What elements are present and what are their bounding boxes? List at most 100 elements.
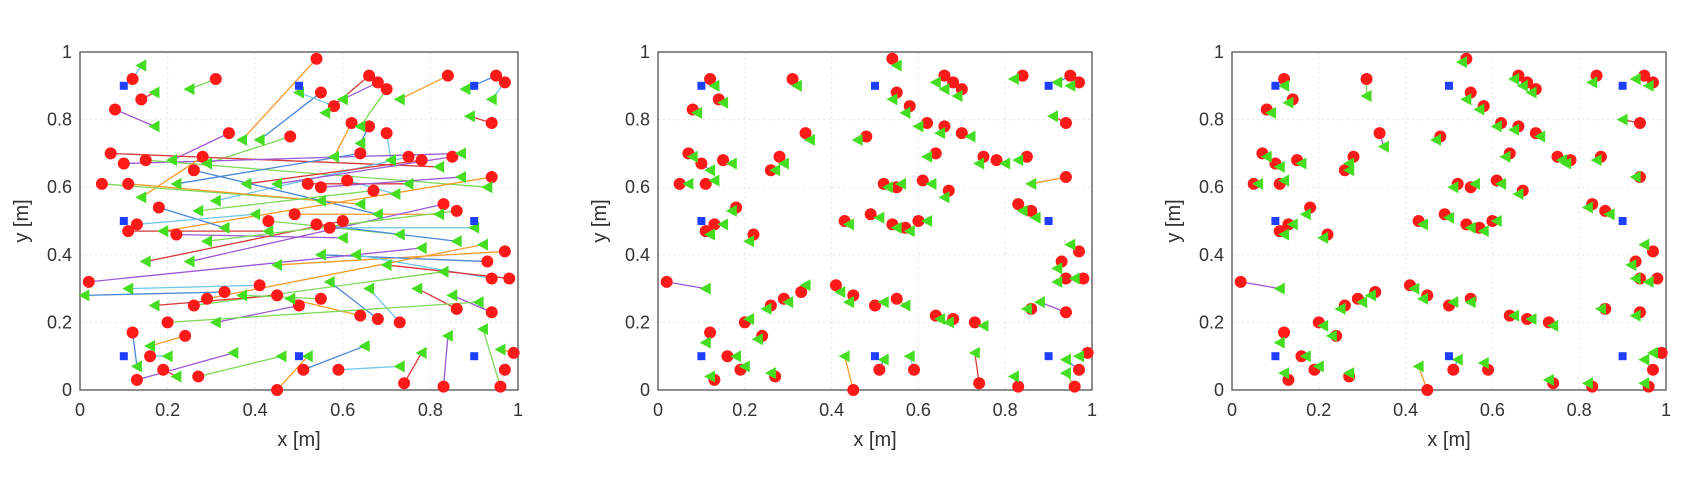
red-circle-point <box>332 363 345 376</box>
green-triangle-point <box>1629 272 1641 285</box>
green-triangle-point <box>284 292 296 305</box>
y-axis-label: y [m] <box>1163 199 1185 242</box>
green-triangle-point <box>1547 319 1559 332</box>
blue-square-point <box>697 352 706 361</box>
green-triangle-point <box>760 302 772 315</box>
green-triangle-point <box>227 346 239 359</box>
connection-line <box>399 75 449 100</box>
red-circle-point <box>947 76 960 89</box>
green-triangle-point <box>201 235 213 248</box>
green-triangle-point <box>363 282 375 295</box>
connection-line <box>276 355 309 391</box>
red-circle-point <box>310 218 323 231</box>
connection-line <box>329 281 379 320</box>
blue-square-point <box>1044 352 1053 361</box>
red-circle-point <box>1012 198 1025 211</box>
green-triangle-point <box>895 177 907 190</box>
red-circle-point <box>490 69 503 82</box>
green-triangle-point <box>1477 225 1489 238</box>
green-triangle-point <box>1051 275 1063 288</box>
green-triangle-point <box>433 208 445 221</box>
red-circle-point <box>717 154 730 167</box>
green-triangle-point <box>803 133 815 146</box>
green-triangle-point <box>336 231 348 244</box>
scatter-panel-left: 0 0.2 0.4 0.6 0.8 1 0 0.2 0.4 0.6 0.8 1 x [m] y [m] <box>11 42 523 451</box>
green-triangle-point <box>455 147 467 160</box>
plot-area-frame <box>79 51 519 391</box>
green-triangle-point <box>1516 79 1528 92</box>
green-triangle-point <box>139 255 151 268</box>
x-tick-label: 0.2 <box>155 400 180 420</box>
green-triangle-point <box>183 83 195 96</box>
red-circle-point <box>262 215 275 227</box>
red-circle-point <box>187 299 200 312</box>
red-circle-point <box>222 127 235 140</box>
red-circle-point <box>1638 69 1651 82</box>
green-triangle-point <box>1460 93 1472 106</box>
red-circle-point <box>786 73 799 86</box>
green-triangle-point <box>842 218 854 231</box>
green-triangle-point <box>725 157 737 170</box>
green-triangle-point <box>1007 73 1019 86</box>
green-triangle-point <box>717 96 729 109</box>
red-circle-point <box>1651 272 1664 285</box>
red-circle-point <box>916 174 929 187</box>
red-circle-point <box>253 279 266 292</box>
red-circle-point <box>323 221 336 234</box>
x-tick-label: 0.2 <box>1306 400 1331 420</box>
green-triangle-point <box>1416 218 1428 231</box>
green-triangle-point <box>262 225 274 238</box>
red-circle-point <box>1059 272 1072 285</box>
red-circle-point <box>795 285 808 298</box>
connection-line <box>298 91 335 107</box>
x-tick-label: 0.6 <box>330 400 355 420</box>
green-triangle-point <box>725 204 737 217</box>
green-triangle-point <box>271 258 283 271</box>
green-triangle-point <box>717 218 729 231</box>
green-triangle-point <box>1033 296 1045 309</box>
blue-square-point <box>1044 81 1053 90</box>
red-circle-point <box>1012 380 1025 393</box>
green-triangle-point <box>921 215 933 227</box>
red-circle-point <box>437 198 450 211</box>
green-triangle-point <box>135 59 147 72</box>
green-triangle-point <box>165 154 177 167</box>
connection-line <box>342 81 379 100</box>
red-circle-point <box>485 306 498 319</box>
connection-line <box>241 58 317 141</box>
green-triangle-point <box>240 177 252 190</box>
red-circle-point <box>139 154 152 167</box>
green-triangle-point <box>964 130 976 143</box>
red-circle-point <box>157 363 170 376</box>
green-triangle-point <box>1603 208 1615 221</box>
red-circle-point <box>271 289 284 302</box>
green-triangle-point <box>1059 367 1071 380</box>
y-tick-label: 1 <box>1214 42 1224 62</box>
red-circle-point <box>1081 346 1094 359</box>
green-triangle-point <box>1260 150 1272 163</box>
green-triangle-point <box>393 93 405 106</box>
green-triangle-point <box>249 208 261 221</box>
x-tick-label: 0.4 <box>1393 400 1418 420</box>
green-triangle-point <box>415 346 427 359</box>
red-circle-point <box>161 316 174 329</box>
green-triangle-point <box>851 133 863 146</box>
red-circle-point <box>829 279 842 292</box>
green-triangle-point <box>161 350 173 363</box>
green-triangle-point <box>1282 96 1294 109</box>
green-triangle-point <box>1317 319 1329 332</box>
green-triangle-point <box>1638 238 1650 251</box>
connection-line <box>338 365 400 371</box>
red-circle-point <box>314 86 327 99</box>
green-triangle-point <box>319 106 331 119</box>
green-triangle-point <box>682 177 694 190</box>
red-circle-point <box>955 127 968 140</box>
y-tick-label: 0.6 <box>1199 177 1224 197</box>
green-triangle-point <box>951 89 963 102</box>
green-triangle-point <box>1356 296 1368 309</box>
green-triangle-point <box>1020 302 1032 315</box>
red-circle-point <box>122 177 135 190</box>
x-axis-label: x [m] <box>1427 429 1470 451</box>
green-triangle-point <box>999 157 1011 170</box>
